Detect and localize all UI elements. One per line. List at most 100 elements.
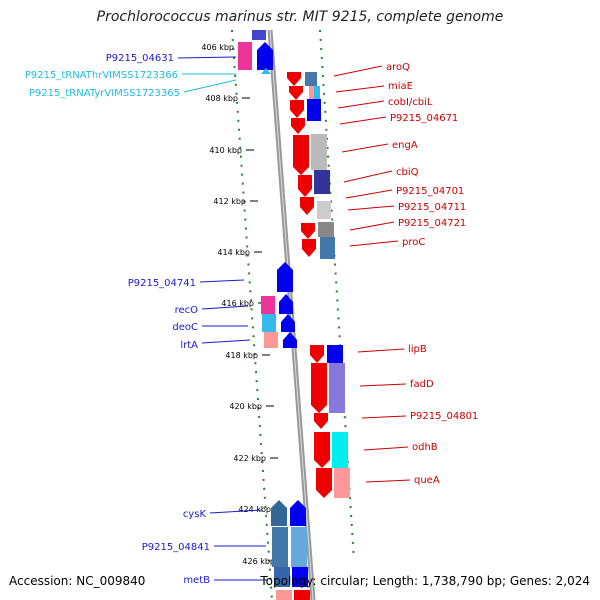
tick-label: 418 kbp — [225, 351, 258, 360]
reverse-gene-arrow — [310, 345, 324, 363]
label-leader-line — [357, 348, 405, 353]
reverse-gene-arrow — [290, 100, 304, 118]
tick-label: 412 kbp — [213, 197, 246, 206]
cog-color-box — [294, 590, 310, 600]
cog-color-box — [314, 86, 320, 99]
label-leader-line — [349, 240, 399, 247]
forward-gene-arrow — [257, 42, 273, 70]
genome-summary: Topology: circular; Length: 1,738,790 bp… — [260, 574, 590, 588]
gene-label: P9215_04701 — [396, 186, 464, 197]
reverse-gene-arrow — [314, 413, 328, 429]
gene-label: P9215_04841 — [142, 542, 210, 553]
gene-label: odhB — [412, 442, 438, 453]
cog-color-box — [292, 567, 308, 587]
cog-color-box — [276, 590, 292, 600]
cog-color-box — [314, 170, 330, 194]
label-leader-line — [349, 221, 395, 231]
label-leader-line — [201, 339, 251, 344]
tick-label: 426 kbp — [242, 557, 275, 566]
reverse-gene-arrow — [298, 175, 312, 197]
reverse-gene-arrow — [301, 223, 315, 239]
gene-label: P9215_tRNAThrVIMSS1723366 — [25, 70, 178, 81]
cog-color-box — [327, 345, 343, 363]
tick-label: 410 kbp — [209, 146, 242, 155]
label-leader-line — [339, 116, 387, 125]
label-leader-line — [343, 170, 393, 183]
tick-label: 416 kbp — [221, 299, 254, 308]
cog-color-box — [238, 42, 252, 70]
cog-color-box — [311, 134, 327, 170]
label-leader-line — [347, 205, 395, 211]
gene-label: P9215_04671 — [390, 113, 458, 124]
label-group: P9215_04631 P9215_tRNAThrVIMSS1723366 P921… — [25, 53, 478, 586]
feature-group — [238, 30, 350, 600]
cog-color-box — [261, 296, 275, 314]
cog-color-box — [307, 99, 321, 121]
label-leader-line — [341, 143, 389, 153]
label-leader-line — [337, 100, 385, 109]
cog-color-box — [320, 237, 335, 259]
forward-gene-arrow — [281, 314, 295, 332]
tick-label: 406 kbp — [201, 43, 234, 52]
gene-label: cysK — [183, 509, 207, 520]
reverse-gene-arrow — [311, 363, 327, 413]
label-leader-line — [365, 479, 411, 483]
gene-label: aroQ — [386, 62, 410, 73]
reverse-gene-arrow — [293, 135, 309, 175]
cog-color-box — [318, 222, 334, 237]
reverse-gene-arrow — [289, 86, 303, 100]
cog-color-box — [274, 567, 290, 587]
label-leader-line — [363, 446, 409, 451]
gene-label: lipB — [408, 344, 427, 355]
cog-color-box — [334, 468, 350, 498]
tick-label: 408 kbp — [205, 94, 238, 103]
reverse-gene-arrow — [314, 432, 330, 468]
cog-color-box — [329, 363, 345, 413]
reverse-gene-arrow — [287, 72, 301, 86]
cog-color-box — [252, 30, 266, 40]
tick-label: 422 kbp — [233, 454, 266, 463]
cog-color-box — [291, 527, 307, 567]
reverse-gene-arrow — [291, 118, 305, 134]
reverse-gene-arrow — [302, 239, 316, 257]
tick-label: 420 kbp — [229, 402, 262, 411]
cog-color-box — [264, 332, 278, 348]
tick-label: 414 kbp — [217, 248, 250, 257]
gene-label: P9215_04741 — [128, 278, 196, 289]
tick-label: 424 kbp — [238, 505, 271, 514]
label-leader-line — [209, 509, 263, 514]
reverse-gene-arrow — [300, 197, 314, 215]
trna-marker — [261, 68, 271, 74]
cog-color-box — [309, 86, 315, 99]
cog-color-box — [332, 432, 348, 468]
gene-label: miaE — [388, 81, 413, 92]
cog-color-box — [305, 72, 317, 86]
label-leader-line — [345, 189, 393, 199]
reverse-gene-arrow — [316, 468, 332, 498]
gene-label: engA — [392, 140, 418, 151]
gene-label: deoC — [172, 322, 198, 333]
label-leader-line — [335, 85, 385, 93]
gene-label: P9215_04801 — [410, 411, 478, 422]
gene-label: P9215_04721 — [398, 218, 466, 229]
gene-label: P9215_04631 — [106, 53, 174, 64]
gene-label: P9215_tRNATyrVIMSS1723365 — [29, 88, 180, 99]
gene-label: recO — [175, 305, 199, 316]
label-leader-line — [201, 305, 249, 310]
forward-gene-arrow — [290, 500, 306, 526]
gene-label: fadD — [410, 379, 434, 390]
label-leader-line — [183, 79, 237, 93]
cog-color-box — [262, 314, 276, 332]
forward-gene-arrow — [271, 500, 287, 526]
forward-gene-arrow — [277, 262, 293, 292]
gene-label: cbiQ — [396, 167, 419, 178]
gene-label: proC — [402, 237, 425, 248]
cog-color-box — [272, 527, 288, 567]
gene-label: lrtA — [180, 340, 198, 351]
gene-label: cobI/cbiL — [388, 97, 433, 108]
forward-gene-arrow — [283, 332, 297, 348]
gene-label: queA — [414, 475, 440, 486]
label-leader-line — [359, 383, 407, 387]
leader-group — [177, 56, 411, 581]
